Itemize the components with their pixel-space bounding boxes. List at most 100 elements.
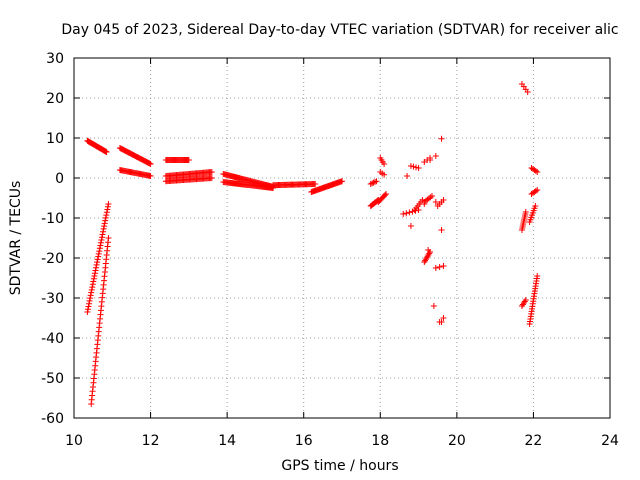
data-point (427, 157, 434, 163)
data-point (89, 281, 96, 288)
x-axis-label: GPS time / hours (281, 458, 398, 474)
y-tick-label: -10 (41, 211, 64, 227)
data-point (381, 171, 388, 178)
data-point (185, 157, 192, 163)
data-point (522, 209, 529, 215)
data-point (91, 270, 98, 277)
chart-title: Day 045 of 2023, Sidereal Day-to-day VTE… (61, 22, 618, 38)
y-tick-label: -60 (41, 411, 64, 427)
data-point (85, 303, 92, 310)
data-point (104, 206, 111, 213)
data-point (96, 248, 103, 255)
data-point (103, 212, 110, 219)
data-point (103, 149, 110, 155)
data-point (428, 193, 435, 199)
data-point (103, 209, 110, 216)
y-tick-label: 30 (46, 51, 64, 67)
data-point (372, 178, 379, 185)
data-point (339, 178, 345, 185)
data-point (99, 231, 106, 238)
data-point (104, 203, 111, 210)
data-point (407, 223, 414, 229)
data-point (97, 242, 104, 249)
data-point (532, 168, 539, 174)
data-point (370, 179, 377, 186)
y-tick-label: 10 (46, 131, 64, 147)
data-point (403, 210, 410, 217)
data-point (98, 237, 105, 243)
x-tick-label: 10 (65, 433, 83, 449)
y-tick-label: -30 (41, 291, 64, 307)
data-point (440, 197, 447, 203)
data-point (94, 259, 101, 266)
data-point (436, 264, 443, 270)
data-point (381, 161, 388, 167)
x-tick-label: 18 (371, 433, 389, 449)
plot-frame (73, 57, 611, 419)
data-point (96, 245, 103, 252)
data-point (415, 165, 422, 171)
data-point (534, 187, 541, 193)
data-point (438, 135, 445, 142)
y-tick-label: -20 (41, 251, 64, 267)
y-tick-label: -40 (41, 331, 64, 347)
data-point (84, 306, 91, 313)
data-point (88, 289, 95, 296)
data-point (532, 188, 539, 194)
data-point (147, 173, 154, 179)
data-point (89, 284, 96, 291)
x-tick-label: 22 (525, 433, 543, 449)
data-point (97, 239, 104, 246)
data-point (432, 265, 439, 271)
data-point (312, 181, 319, 187)
x-tick-label: 24 (601, 433, 619, 449)
data-point (522, 297, 529, 303)
data-point (367, 181, 374, 187)
data-point (84, 309, 91, 315)
y-tick-label: 20 (46, 91, 64, 107)
data-point (93, 264, 100, 271)
data-point (369, 180, 376, 187)
data-point (534, 273, 541, 279)
y-tick-label: -50 (41, 371, 64, 387)
data-point (88, 286, 95, 293)
data-point (94, 256, 101, 263)
data-point (105, 235, 112, 241)
data-point (147, 161, 154, 167)
data-point (440, 315, 447, 321)
data-point (90, 275, 97, 282)
x-tick-label: 16 (295, 433, 313, 449)
data-point (98, 234, 105, 241)
data-point (524, 89, 531, 95)
data-point (436, 319, 443, 325)
data-point (534, 169, 541, 175)
data-point (92, 267, 99, 274)
data-point (410, 163, 417, 170)
data-point (430, 303, 437, 309)
data-point (383, 191, 390, 197)
data-point (438, 227, 445, 233)
data-points (84, 81, 541, 407)
data-point (102, 217, 109, 224)
data-point (412, 207, 419, 214)
data-point (86, 297, 93, 304)
data-point (95, 253, 102, 260)
data-point (86, 300, 93, 307)
data-point (407, 163, 414, 169)
data-point (91, 273, 98, 279)
data-point (90, 278, 97, 285)
data-point (432, 153, 439, 159)
data-point (400, 211, 407, 217)
data-point (532, 203, 539, 209)
data-point (381, 192, 388, 199)
data-point (100, 225, 107, 232)
x-tick-label: 20 (448, 433, 466, 449)
data-point (101, 223, 108, 230)
data-point (373, 178, 380, 185)
data-point (421, 201, 428, 207)
x-tick-label: 14 (218, 433, 236, 449)
y-axis-ticks: -60 -50 -40 -30 -20 -10 0 10 20 30 (41, 51, 610, 427)
data-point (102, 214, 109, 221)
